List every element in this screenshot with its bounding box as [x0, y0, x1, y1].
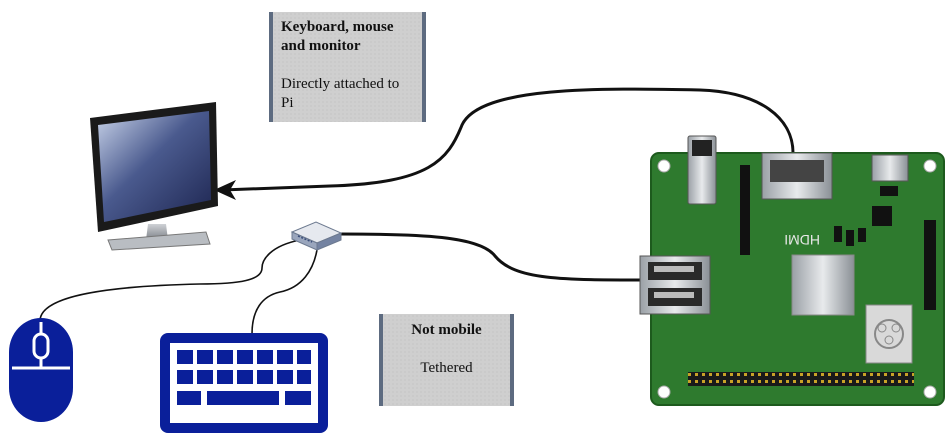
hdmi-label: HDMI [784, 232, 820, 248]
raspberry-logo [865, 304, 913, 364]
mouse-icon [9, 318, 73, 422]
note-keyboard-mouse-monitor: Keyboard, mouse and monitor Directly att… [269, 12, 426, 122]
keyboard-cable [251, 242, 319, 335]
power-port [871, 154, 909, 182]
gpio-header [688, 372, 914, 386]
monitor-screen [98, 111, 211, 222]
mouse-cable [39, 239, 301, 321]
note-title: Keyboard, mouse and monitor [281, 19, 394, 54]
note-mobility: Not mobile Tethered [379, 314, 514, 406]
monitor [90, 102, 218, 251]
soc-chip [791, 254, 855, 316]
usb-hub [290, 221, 343, 251]
raspberry-pi-board: HDMI [639, 135, 945, 406]
cable-arrowhead [214, 180, 236, 200]
note-body: Tethered [420, 360, 473, 376]
monitor-stand-base [107, 231, 211, 251]
keyboard-icon [160, 333, 328, 433]
note-title: Not mobile [411, 322, 482, 338]
usb-cable [339, 232, 651, 282]
note-body: Directly attached to Pi [281, 76, 400, 111]
hdmi-cable [221, 87, 795, 192]
